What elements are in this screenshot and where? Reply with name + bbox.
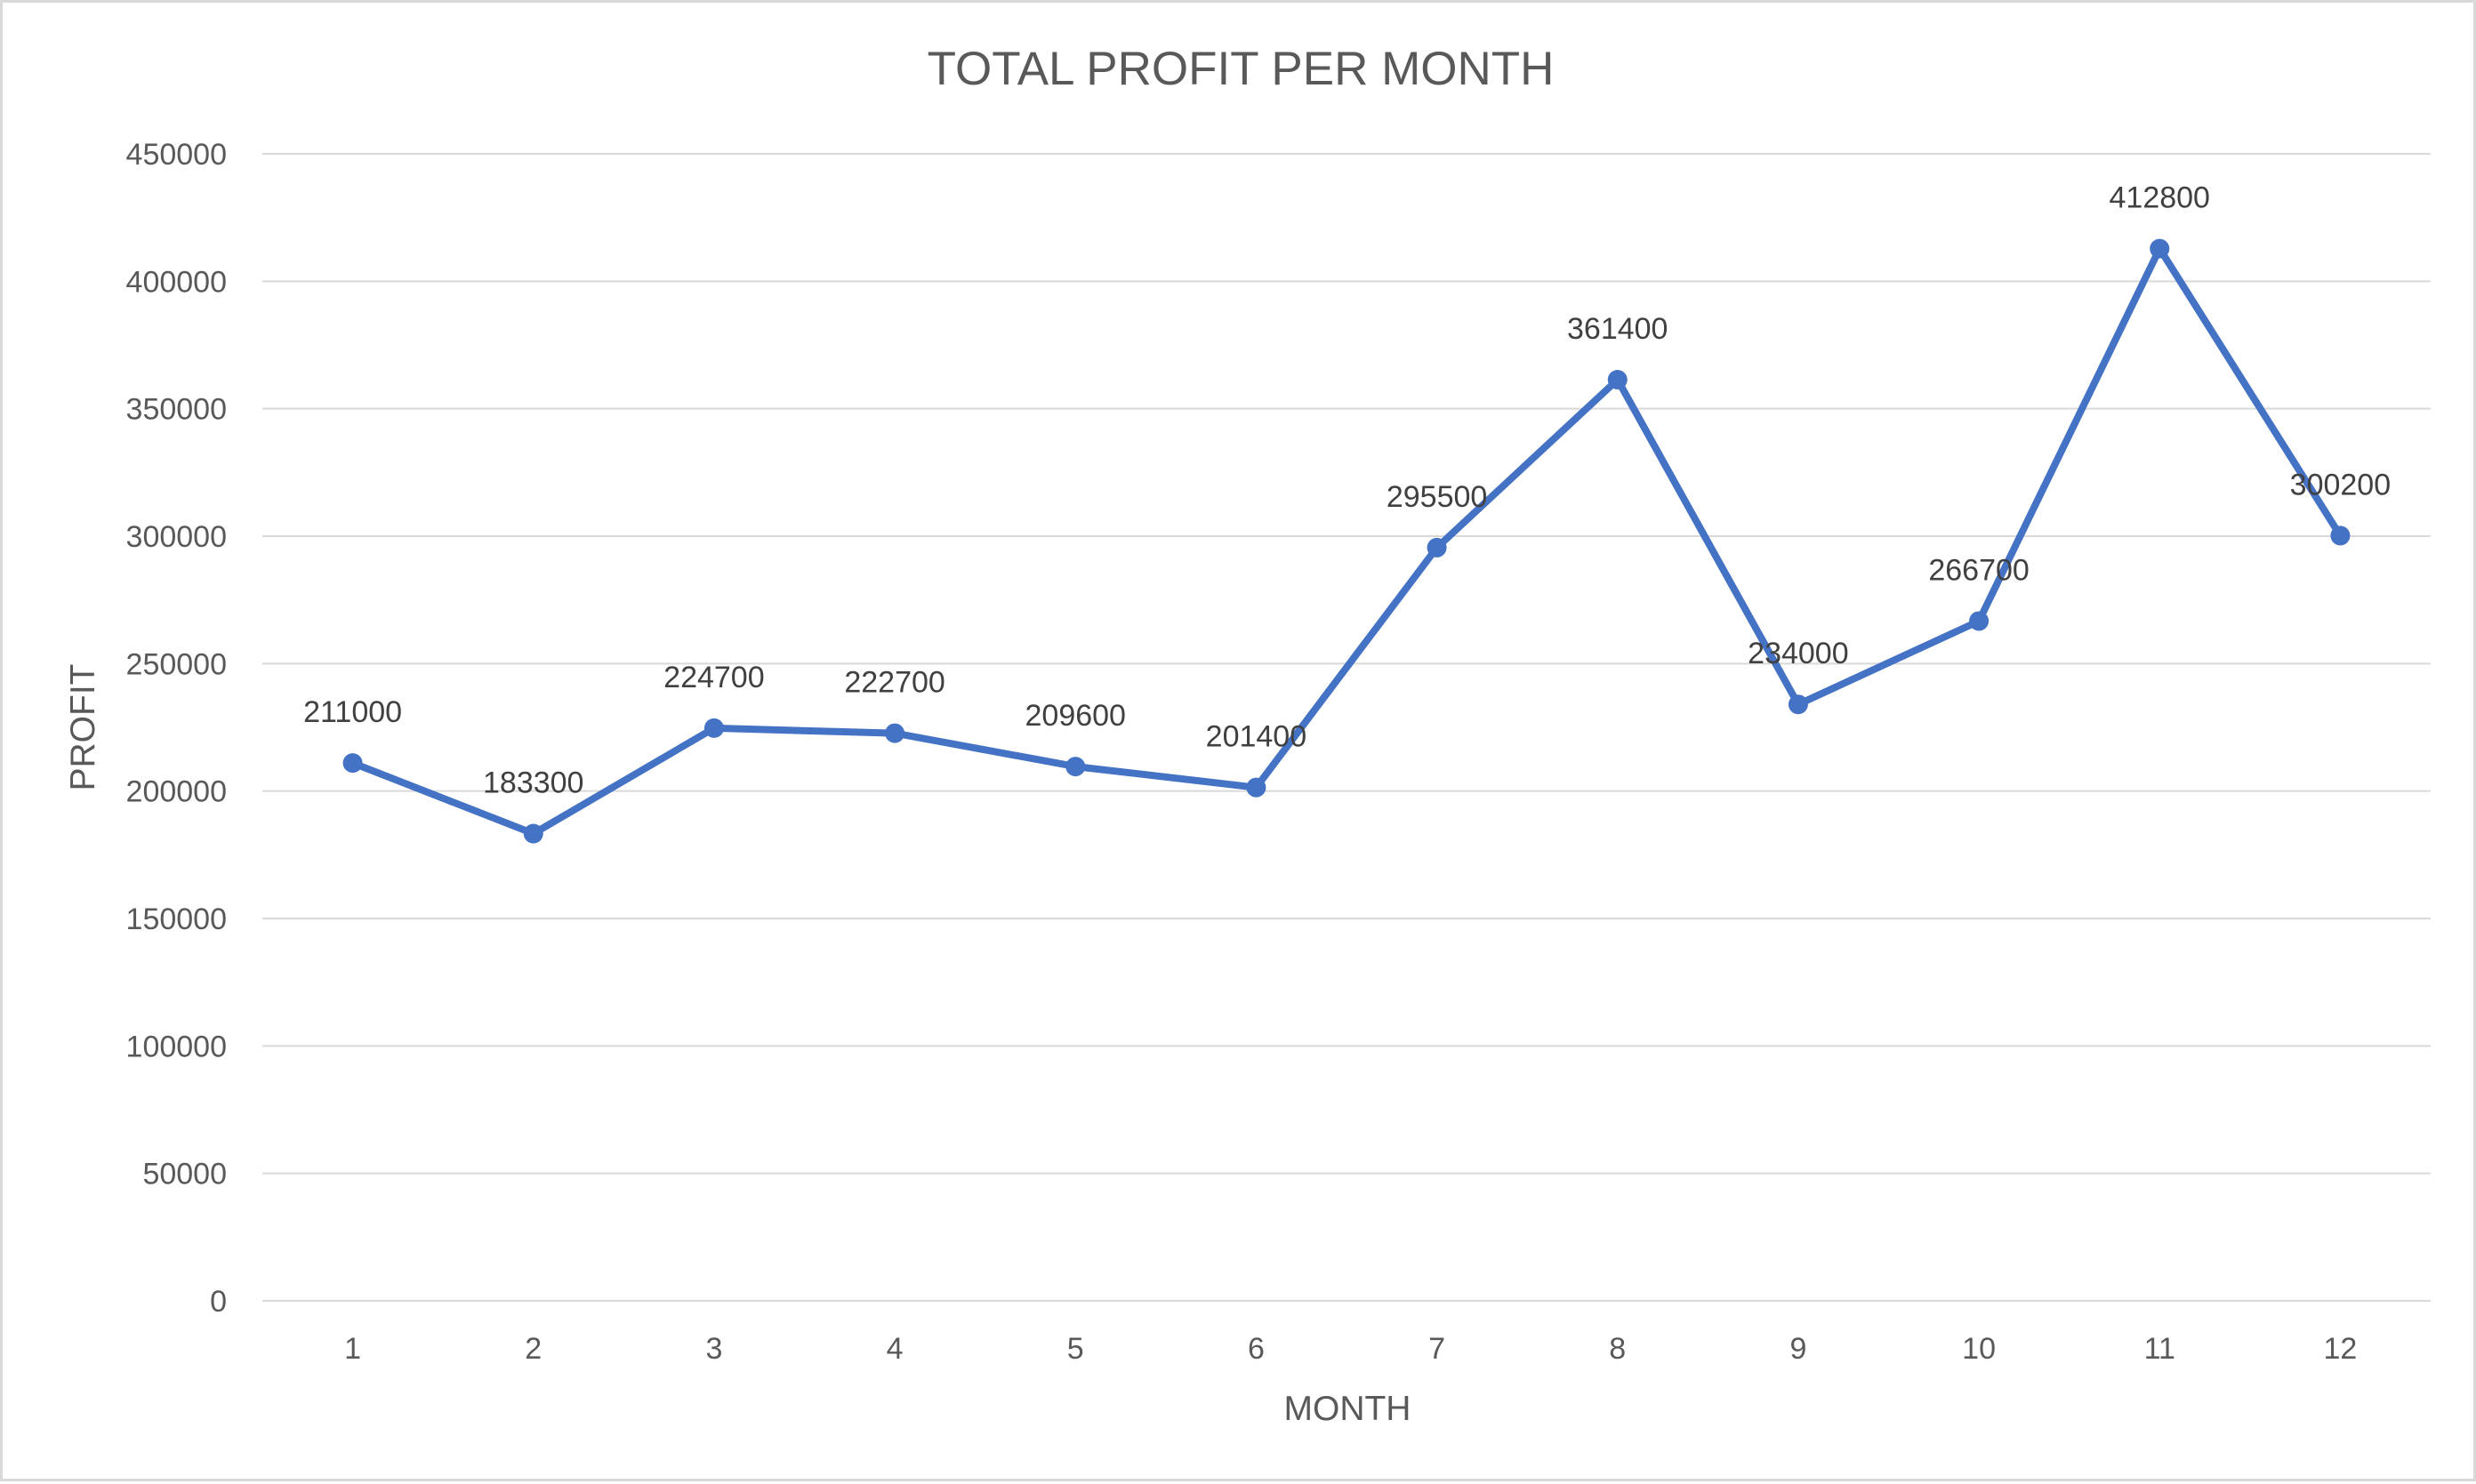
y-tick-label: 100000 (126, 1030, 227, 1063)
y-tick-label: 400000 (126, 265, 227, 299)
x-tick-label: 12 (2324, 1332, 2358, 1366)
data-label: 201400 (1206, 720, 1306, 754)
data-label: 222700 (844, 666, 945, 700)
data-label: 295500 (1387, 480, 1487, 514)
chart-title: TOTAL PROFIT PER MONTH (928, 43, 1555, 95)
data-label: 183300 (483, 766, 583, 800)
data-label: 361400 (1567, 312, 1668, 346)
x-tick-label: 11 (2144, 1332, 2175, 1366)
data-label: 300200 (2290, 468, 2391, 501)
x-tick-label: 1 (344, 1332, 361, 1366)
x-tick-label: 4 (887, 1332, 904, 1366)
data-label: 412800 (2110, 181, 2210, 215)
y-tick-label: 350000 (126, 393, 227, 427)
y-tick-label: 200000 (126, 775, 227, 809)
x-tick-label: 10 (1962, 1332, 1996, 1366)
x-tick-label: 8 (1609, 1332, 1626, 1366)
line-chart: TOTAL PROFIT PER MONTH 0 50000 100000 15000… (64, 43, 2431, 1428)
data-point (523, 823, 543, 844)
y-axis-title: PROFIT (64, 664, 102, 791)
y-tick-label: 0 (210, 1285, 227, 1319)
data-label: 211000 (303, 695, 402, 729)
data-point (1607, 369, 1628, 389)
data-point (342, 753, 363, 774)
x-tick-label: 2 (525, 1332, 542, 1366)
x-tick-label: 7 (1428, 1332, 1445, 1366)
data-point (1246, 777, 1266, 798)
data-point (1788, 694, 1808, 715)
y-tick-label: 50000 (142, 1158, 227, 1191)
gridlines (262, 153, 2431, 1302)
data-label: 266700 (1928, 553, 2029, 587)
y-tick-label: 250000 (126, 647, 227, 681)
series-line (349, 245, 2344, 838)
data-label: 209600 (1025, 699, 1126, 733)
y-tick-label: 150000 (126, 902, 227, 936)
data-point (2330, 525, 2351, 546)
data-labels: 211000 183300 224700 222700 209600 201400 2955… (303, 181, 2391, 800)
data-label: 234000 (1748, 637, 1848, 670)
data-label: 224700 (663, 661, 764, 694)
x-axis-ticks: 1 2 3 4 5 6 7 8 9 10 11 12 (344, 1332, 2357, 1366)
data-point (2150, 238, 2170, 259)
data-point (1427, 537, 1447, 558)
x-tick-label: 5 (1067, 1332, 1084, 1366)
data-point (703, 718, 724, 738)
y-axis-ticks: 0 50000 100000 150000 200000 250000 300000 3500… (126, 138, 227, 1319)
x-tick-label: 9 (1789, 1332, 1806, 1366)
x-tick-label: 3 (705, 1332, 722, 1366)
x-axis-title: MONTH (1284, 1390, 1411, 1428)
data-point (885, 723, 905, 743)
x-tick-label: 6 (1248, 1332, 1265, 1366)
y-tick-label: 450000 (126, 138, 227, 172)
profit-series (342, 238, 2351, 844)
y-tick-label: 300000 (126, 520, 227, 554)
data-point (1065, 757, 1086, 777)
data-point (1969, 611, 1990, 631)
